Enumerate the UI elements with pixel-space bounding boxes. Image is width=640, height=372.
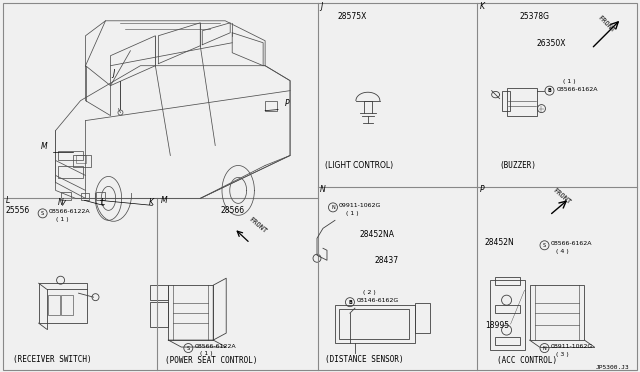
Text: (LIGHT CONTROL): (LIGHT CONTROL): [325, 161, 393, 170]
Text: 08566-6122A: 08566-6122A: [49, 209, 90, 214]
Bar: [495, 277, 520, 285]
Text: 28566: 28566: [220, 206, 244, 215]
Bar: [76, 155, 86, 163]
Bar: [72, 155, 90, 167]
Bar: [38, 283, 86, 323]
Text: ( 1 ): ( 1 ): [56, 217, 68, 222]
Text: 25378G: 25378G: [520, 12, 550, 21]
Text: ( 2 ): ( 2 ): [363, 290, 376, 295]
Text: 09911-1062G: 09911-1062G: [339, 203, 381, 208]
Text: 18995: 18995: [486, 321, 509, 330]
Text: ( 1 ): ( 1 ): [346, 211, 358, 217]
Bar: [502, 91, 509, 110]
Text: JP5300.J3: JP5300.J3: [595, 365, 629, 370]
Bar: [61, 295, 72, 315]
Text: 08911-1062G: 08911-1062G: [550, 344, 593, 349]
Text: K: K: [148, 198, 154, 207]
Text: N: N: [58, 198, 63, 207]
Text: (POWER SEAT CONTROL): (POWER SEAT CONTROL): [165, 356, 258, 365]
Text: 08566-6122A: 08566-6122A: [195, 344, 236, 349]
Text: (RECEIVER SWITCH): (RECEIVER SWITCH): [13, 355, 92, 364]
Bar: [95, 192, 106, 201]
Text: ( 3 ): ( 3 ): [556, 352, 569, 357]
Text: N: N: [331, 205, 335, 210]
Bar: [150, 285, 168, 300]
Bar: [58, 151, 83, 160]
Text: 08566-6162A: 08566-6162A: [550, 241, 592, 246]
Text: 28452NA: 28452NA: [360, 230, 395, 239]
Text: M: M: [40, 141, 47, 151]
Text: 28437: 28437: [375, 256, 399, 265]
Text: M: M: [161, 196, 167, 205]
Text: ( 1 ): ( 1 ): [200, 351, 213, 356]
Text: N: N: [543, 346, 547, 350]
Text: L: L: [100, 198, 105, 207]
Text: J: J: [113, 69, 115, 78]
Text: ( 4 ): ( 4 ): [556, 249, 569, 254]
Bar: [61, 192, 70, 201]
Text: (DISTANCE SENSOR): (DISTANCE SENSOR): [325, 355, 404, 364]
Bar: [339, 309, 409, 339]
Text: 28452N: 28452N: [484, 238, 515, 247]
Bar: [490, 280, 525, 350]
Bar: [495, 337, 520, 345]
Text: K: K: [479, 2, 484, 11]
Text: S: S: [41, 211, 44, 216]
Text: J: J: [320, 2, 323, 11]
Bar: [495, 305, 520, 313]
Text: N: N: [320, 185, 326, 195]
Text: B: B: [548, 88, 551, 93]
Text: 25556: 25556: [6, 206, 30, 215]
Bar: [47, 295, 60, 315]
Text: S: S: [543, 243, 546, 248]
Text: B: B: [348, 300, 352, 305]
Text: 28575X: 28575X: [338, 12, 367, 21]
Text: (ACC CONTROL): (ACC CONTROL): [497, 356, 557, 365]
Text: FRONT: FRONT: [552, 187, 572, 205]
Bar: [58, 166, 83, 179]
Text: FRONT: FRONT: [596, 15, 616, 34]
Bar: [150, 302, 168, 327]
Bar: [507, 88, 536, 116]
Bar: [415, 303, 429, 333]
Text: 08566-6162A: 08566-6162A: [556, 87, 598, 92]
Text: (BUZZER): (BUZZER): [500, 161, 536, 170]
Bar: [265, 100, 277, 110]
Text: FRONT: FRONT: [247, 216, 268, 234]
Text: 26350X: 26350X: [536, 39, 566, 48]
Bar: [529, 285, 584, 340]
Text: 08146-6162G: 08146-6162G: [357, 298, 399, 303]
Text: P: P: [479, 185, 484, 195]
Bar: [168, 285, 213, 340]
Text: S: S: [187, 346, 190, 350]
Bar: [335, 305, 415, 343]
Text: ( 1 ): ( 1 ): [563, 78, 576, 84]
Bar: [81, 193, 88, 201]
Text: P: P: [285, 99, 290, 108]
Text: L: L: [6, 196, 10, 205]
